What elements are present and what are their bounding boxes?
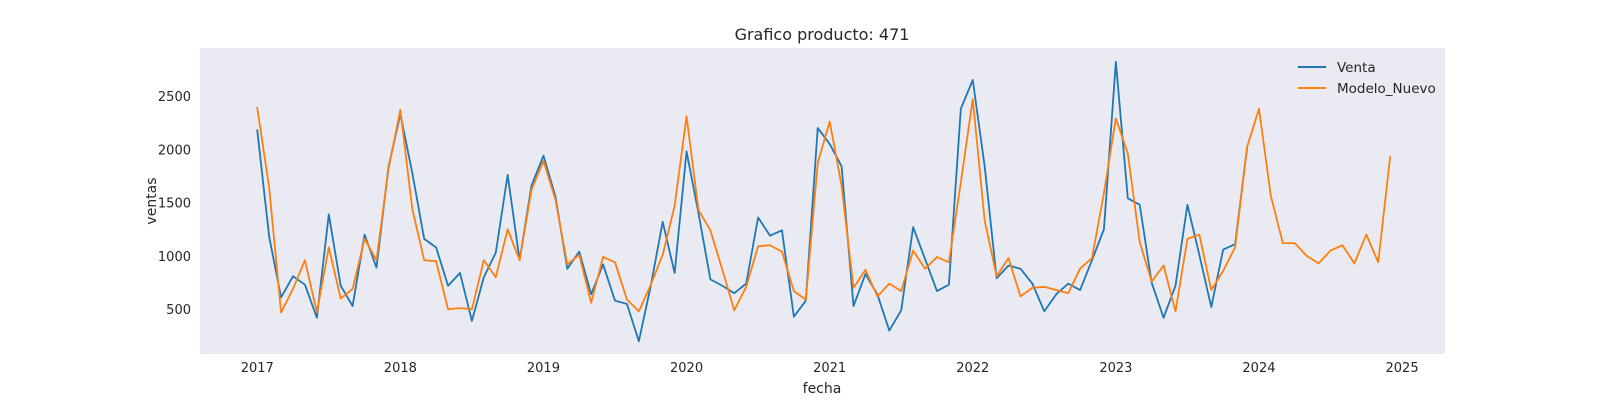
legend-label: Venta bbox=[1337, 60, 1376, 76]
y-tick-label: 500 bbox=[166, 303, 191, 318]
x-tick-label: 2019 bbox=[527, 361, 560, 376]
x-tick-label: 2025 bbox=[1386, 361, 1419, 376]
x-axis-ticks: 2017 2018 2019 2020 2021 2022 2023 2024 2025 bbox=[241, 361, 1419, 376]
x-tick-label: 2020 bbox=[670, 361, 703, 376]
series-line-venta bbox=[256, 60, 1248, 343]
x-tick-label: 2024 bbox=[1242, 361, 1275, 376]
y-tick-label: 1500 bbox=[158, 197, 191, 212]
x-tick-label: 2022 bbox=[956, 361, 989, 376]
y-axis-label: ventas bbox=[144, 177, 160, 224]
legend: Venta Modelo_Nuevo bbox=[1298, 60, 1436, 97]
y-tick-label: 1000 bbox=[158, 250, 191, 265]
x-tick-label: 2017 bbox=[241, 361, 274, 376]
x-tick-label: 2023 bbox=[1099, 361, 1132, 376]
chart-title: Grafico producto: 471 bbox=[735, 25, 910, 44]
x-tick-label: 2021 bbox=[813, 361, 846, 376]
plot-background bbox=[200, 48, 1445, 354]
y-tick-label: 2000 bbox=[158, 143, 191, 158]
y-axis-ticks: 500 1000 1500 2000 2500 bbox=[158, 90, 191, 318]
series-line-modelo-nuevo bbox=[256, 98, 1392, 314]
x-tick-label: 2018 bbox=[384, 361, 417, 376]
x-axis-label: fecha bbox=[803, 381, 842, 397]
legend-label: Modelo_Nuevo bbox=[1337, 81, 1436, 97]
y-tick-label: 2500 bbox=[158, 90, 191, 105]
series-lines bbox=[256, 60, 1392, 343]
